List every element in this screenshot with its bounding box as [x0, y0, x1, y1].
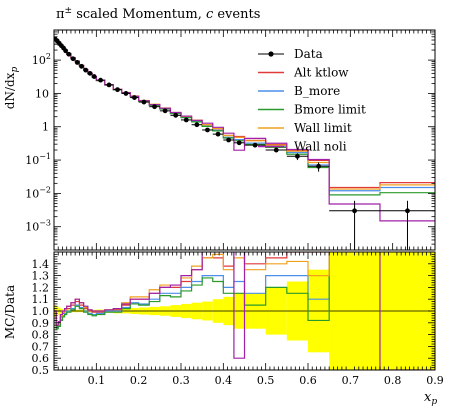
- data-point: [252, 142, 258, 148]
- ratio-plot-area: [54, 252, 435, 370]
- data-point: [173, 112, 179, 118]
- data-point: [66, 51, 72, 57]
- y-tick-label: 1: [42, 121, 49, 134]
- y-axis-label-top: dN/dxp: [3, 67, 20, 110]
- data-point: [352, 208, 357, 214]
- data-point: [226, 137, 232, 143]
- data-point: [123, 91, 129, 96]
- y-tick-label: 10−3: [25, 219, 51, 234]
- y-tick-label: 10: [35, 87, 49, 100]
- legend-label-data: Data: [294, 47, 323, 61]
- x-tick-label: 0.1: [88, 374, 106, 387]
- data-point: [162, 108, 168, 114]
- y-tick-label: 102: [32, 52, 51, 67]
- main-plot: 102 10 1 10−1 10−2 10−3: [25, 29, 436, 370]
- x-tick-label: 0.6: [299, 374, 317, 387]
- data-point: [152, 104, 157, 110]
- data-point: [74, 60, 80, 65]
- top-plot-area: [54, 36, 435, 250]
- data-point: [63, 48, 69, 54]
- data-point: [106, 82, 112, 88]
- legend-label-3: Wall limit: [294, 121, 352, 135]
- ratio-y-tick-label: 0.9: [32, 317, 50, 330]
- series-line-4: [54, 38, 435, 222]
- legend-label-0: Alt ktlow: [293, 66, 349, 80]
- y-tick-label: 10−2: [25, 185, 51, 200]
- data-point: [205, 127, 210, 133]
- x-tick-label: 0.2: [130, 374, 148, 387]
- series-line-0: [54, 38, 435, 189]
- series-line-2: [54, 38, 435, 196]
- x-tick-label: 0.3: [172, 374, 190, 387]
- x-tick-label: 0.7: [342, 374, 360, 387]
- x-tick-label: 0.5: [257, 374, 275, 387]
- ratio-y-tick-label: 0.5: [32, 364, 50, 377]
- legend-marker-data-point: [268, 51, 274, 57]
- x-axis-label: xp: [424, 390, 437, 407]
- ratio-y-tick-label: 0.7: [32, 340, 50, 353]
- data-point: [183, 117, 189, 123]
- y-tick-label: 10−1: [25, 152, 51, 167]
- x-tick-label: 0.8: [384, 374, 402, 387]
- series-line-1: [54, 38, 435, 192]
- data-point: [316, 163, 321, 169]
- data-point: [215, 131, 221, 137]
- x-tick-label: 0.9: [426, 374, 444, 387]
- ratio-y-tick-label: 0.8: [32, 329, 50, 342]
- data-point: [70, 56, 76, 62]
- series-line-3: [54, 38, 435, 190]
- data-point: [79, 63, 84, 69]
- legend: Data Alt ktlow B_more Bmore limit Wall limit…: [258, 47, 366, 154]
- data-point: [141, 99, 147, 105]
- data-point: [87, 70, 93, 76]
- y-axis-label-bottom: MC/Data: [3, 285, 17, 339]
- legend-label-1: B_more: [294, 84, 340, 98]
- ratio-y-tick-label: 1.1: [32, 293, 50, 306]
- data-point: [91, 74, 97, 79]
- ratio-y-tick-label: 1.0: [32, 305, 50, 318]
- legend-label-4: Wall noli: [294, 140, 347, 154]
- data-point: [98, 77, 103, 83]
- data-point: [295, 153, 300, 159]
- data-point: [194, 122, 200, 128]
- data-point: [83, 67, 89, 73]
- legend-label-2: Bmore limit: [294, 103, 366, 117]
- data-point: [405, 208, 410, 214]
- data-point: [236, 140, 242, 146]
- ratio-y-tick-label: 1.2: [32, 281, 50, 294]
- ratio-y-tick-label: 1.3: [32, 270, 50, 283]
- x-tick-label: 0.4: [215, 374, 233, 387]
- data-point: [132, 95, 137, 100]
- ratio-y-tick-label: 0.6: [32, 352, 50, 365]
- data-point: [115, 87, 120, 93]
- ratio-y-tick-label: 1.4: [32, 258, 50, 271]
- ratio-plot: 0.1 0.2 0.3 0.4 0.5 0.6 0.7 0.8 0.90.50.60.70.80…: [32, 30, 444, 387]
- ratio-line-4: [54, 252, 435, 370]
- data-point: [273, 147, 279, 153]
- chart-title: π± scaled Momentum, c events: [56, 6, 260, 22]
